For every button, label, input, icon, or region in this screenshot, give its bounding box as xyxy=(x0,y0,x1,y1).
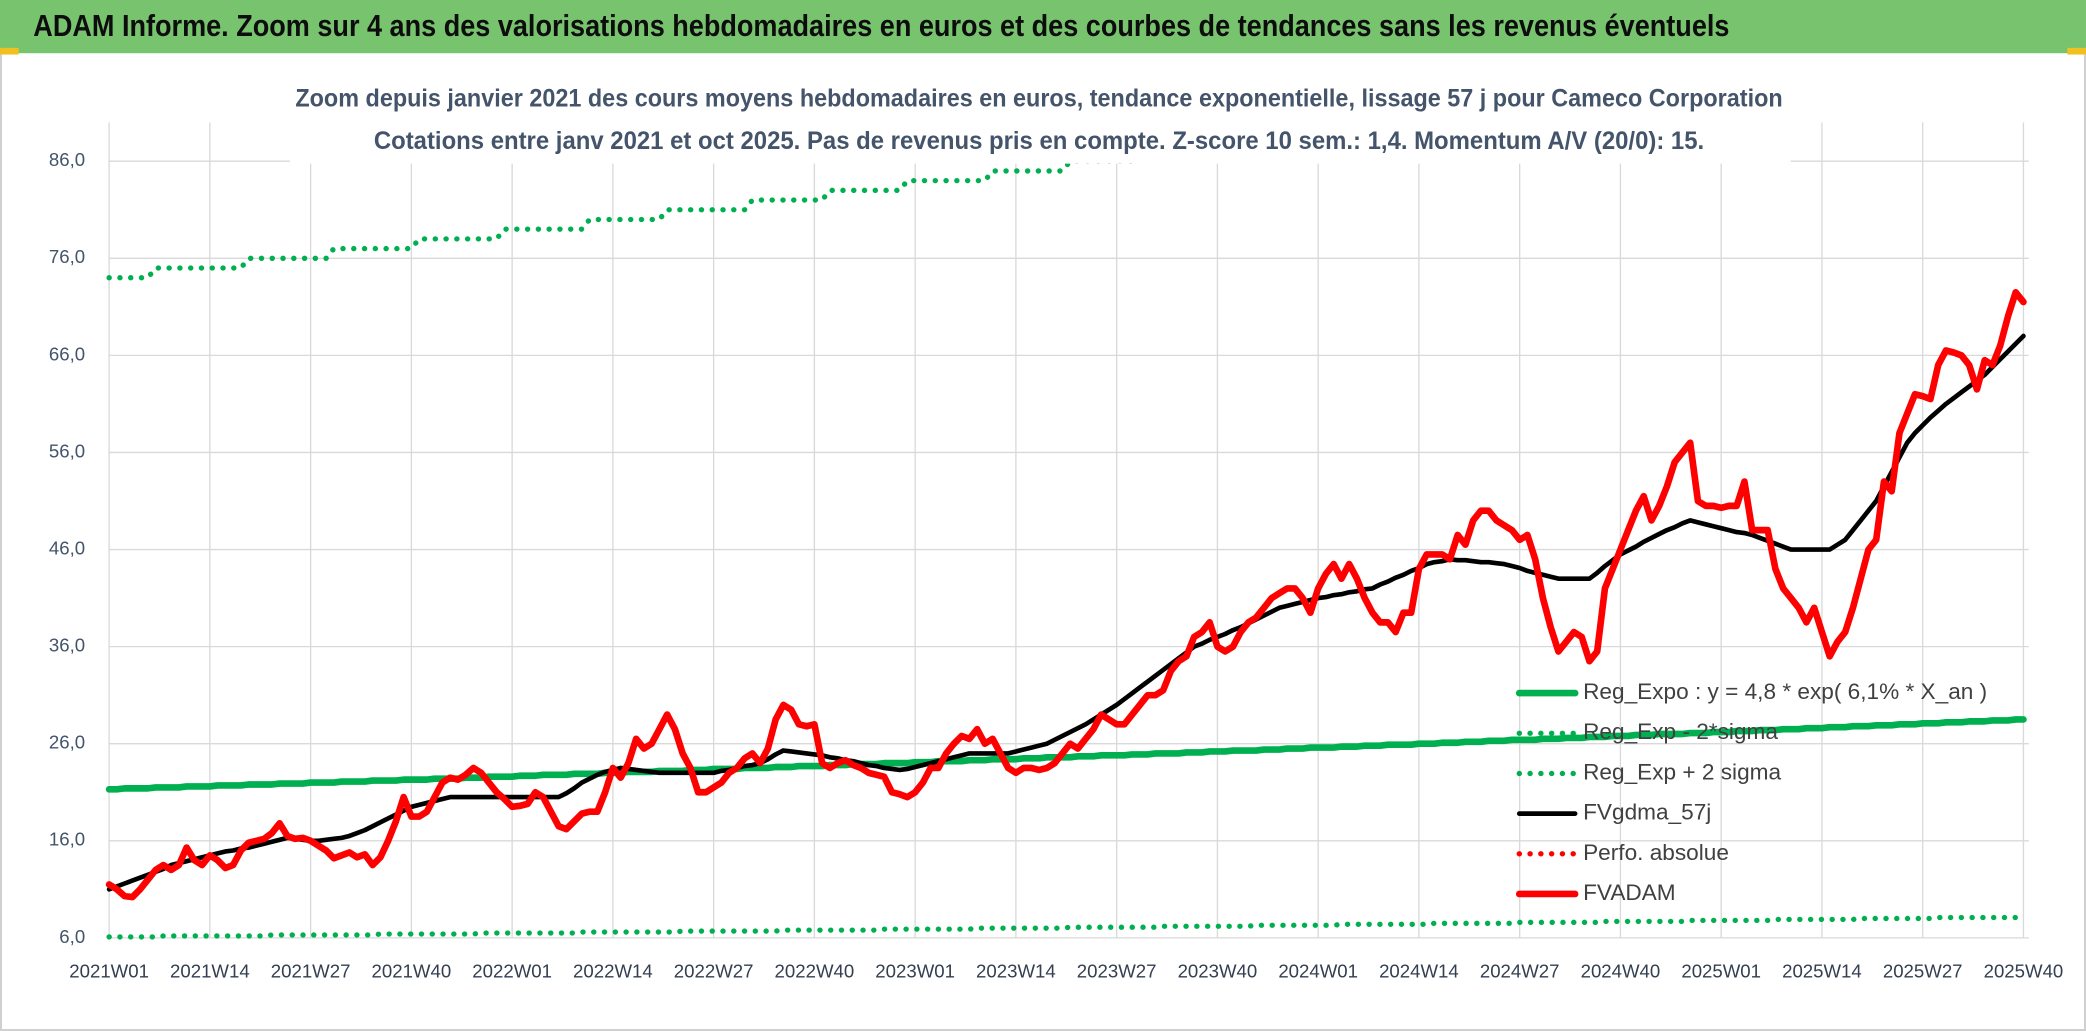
x-tick-label: 2023W01 xyxy=(875,960,955,981)
x-tick-label: 2024W14 xyxy=(1379,960,1459,981)
subtitle-box xyxy=(290,77,1791,164)
x-tick-label: 2025W14 xyxy=(1782,960,1862,981)
series-line xyxy=(105,288,2027,901)
y-tick-label: 66,0 xyxy=(49,343,85,364)
y-tick-label: 16,0 xyxy=(49,829,85,850)
x-tick-label: 2024W40 xyxy=(1581,960,1661,981)
series-line xyxy=(106,122,1438,281)
legend-label: Reg_Expo : y = 4,8 * exp( 6,1% * X_an ) xyxy=(1583,679,1987,704)
subtitle: Cotations entre janv 2021 et oct 2025. P… xyxy=(374,127,1704,155)
legend-label: FVADAM xyxy=(1583,880,1676,905)
x-tick-label: 2021W27 xyxy=(271,960,351,981)
y-tick-label: 56,0 xyxy=(49,440,85,461)
x-tick-label: 2021W40 xyxy=(372,960,452,981)
x-tick-label: 2025W40 xyxy=(1984,960,2064,981)
y-tick-label: 36,0 xyxy=(49,635,85,656)
x-tick-label: 2023W14 xyxy=(976,960,1056,981)
y-tick-label: 26,0 xyxy=(49,732,85,753)
x-tick-label: 2025W27 xyxy=(1883,960,1963,981)
subtitle: Zoom depuis janvier 2021 des cours moyen… xyxy=(295,84,1782,112)
x-tick-label: 2022W40 xyxy=(775,960,855,981)
y-tick-label: 46,0 xyxy=(49,537,85,558)
axes: 6,0 16,0 26,0 36,0 46,0 56,0 66,0 76,0 86,0 2021W… xyxy=(49,149,2063,981)
legend: Reg_Expo : y = 4,8 * exp( 6,1% * X_an ) R… xyxy=(1515,679,1987,905)
y-tick-label: 86,0 xyxy=(49,149,85,170)
series-line xyxy=(106,913,2027,940)
series-line xyxy=(105,716,2027,793)
header-corner xyxy=(2067,47,2086,55)
chart-title: ADAM Informe. Zoom sur 4 ans des valoris… xyxy=(33,9,1729,43)
legend-label: FVgdma_57j xyxy=(1583,800,1711,825)
x-tick-label: 2022W01 xyxy=(472,960,552,981)
x-tick-label: 2022W27 xyxy=(674,960,754,981)
legend-label: Reg_Exp - 2*sigma xyxy=(1583,719,1778,744)
x-tick-label: 2023W40 xyxy=(1178,960,1258,981)
x-tick-label: 2025W01 xyxy=(1681,960,1761,981)
y-tick-label: 76,0 xyxy=(49,246,85,267)
grid xyxy=(108,122,2029,939)
x-tick-label: 2021W01 xyxy=(69,960,149,981)
legend-label: Reg_Exp + 2 sigma xyxy=(1583,759,1781,784)
x-tick-label: 2022W14 xyxy=(573,960,653,981)
header-bar xyxy=(0,0,2086,54)
x-tick-label: 2023W27 xyxy=(1077,960,1157,981)
x-tick-label: 2024W27 xyxy=(1480,960,1560,981)
plot-area xyxy=(105,122,2027,940)
legend-label: Perfo. absolue xyxy=(1583,840,1729,865)
x-tick-label: 2024W01 xyxy=(1278,960,1358,981)
x-tick-label: 2021W14 xyxy=(170,960,250,981)
header-corner xyxy=(0,47,19,55)
y-tick-label: 6,0 xyxy=(59,926,85,947)
